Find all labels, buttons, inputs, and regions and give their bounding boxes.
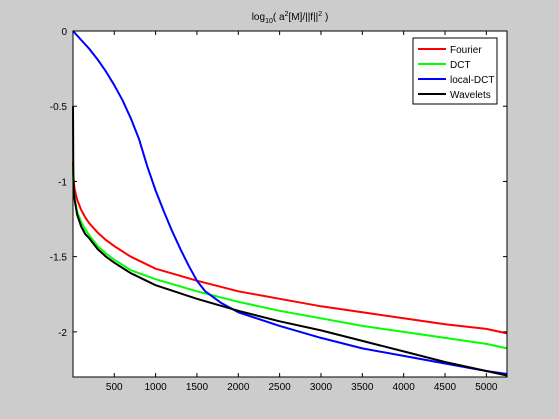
series-layer [72,30,508,377]
y-tick-label: -0.5 [50,102,68,113]
title-end: ) [322,12,328,23]
series-line-local-dct [72,30,508,375]
x-tick-label: 5000 [475,382,498,393]
legend-label: local-DCT [450,75,494,86]
x-tick-label: 4000 [393,382,416,393]
title-middle: [M]/||f|| [288,12,318,23]
title-main: ( a [273,12,285,23]
x-tick-label: 2000 [227,382,250,393]
y-tick-label: 0 [61,27,67,38]
title-subscript: 10 [265,18,273,25]
series-line-fourier [72,161,508,335]
y-axis-ticks: 0 -0.5 -1 -1.5 -2 [50,27,507,339]
legend-label: Fourier [450,45,482,56]
legend-label: Wavelets [450,90,491,101]
title-superscript-1: 2 [285,11,289,18]
title-superscript-2: 2 [318,11,322,18]
x-axis-ticks: 500 1000 1500 2000 2500 3000 3500 4000 4500 5000 [106,31,498,393]
x-tick-label: 3500 [351,382,374,393]
y-tick-label: -1.5 [50,253,68,264]
legend: Fourier DCT local-DCT Wavelets [412,37,498,105]
chart-title: log10( a2[M]/||f||2 ) [252,11,329,25]
x-tick-label: 2500 [268,382,291,393]
x-tick-label: 1500 [186,382,209,393]
y-tick-label: -1 [58,177,67,188]
y-tick-label: -2 [58,328,67,339]
legend-label: DCT [450,60,471,71]
x-tick-label: 4500 [434,382,457,393]
x-tick-label: 500 [106,382,123,393]
x-tick-label: 1000 [144,382,167,393]
axes-frame [72,30,508,378]
x-tick-label: 3000 [310,382,333,393]
series-line-wavelets [72,106,508,377]
